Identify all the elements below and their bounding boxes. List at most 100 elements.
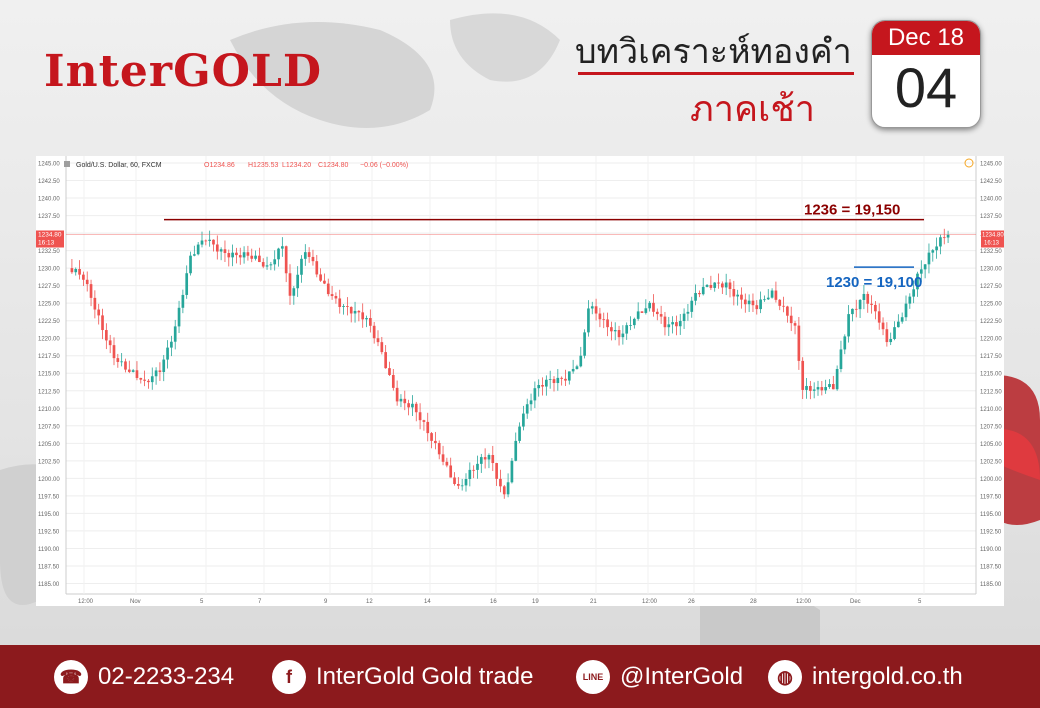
footer-facebook[interactable]: f InterGold Gold trade — [272, 660, 533, 694]
y-tick-label-left: 1215.00 — [38, 372, 60, 378]
candle-body — [946, 234, 950, 238]
candle-body — [361, 312, 365, 320]
y-tick-label-left: 1210.00 — [38, 407, 60, 413]
x-tick-label: 5 — [200, 599, 204, 605]
candle-body — [139, 377, 143, 380]
candle-body — [78, 268, 81, 275]
candle-body — [935, 246, 938, 251]
y-tick-label-left: 1195.00 — [38, 512, 60, 518]
candle-body — [556, 377, 560, 384]
candle-body — [598, 313, 602, 320]
y-tick-label-right: 1200.00 — [980, 477, 1002, 483]
y-tick-label-left: 1202.50 — [38, 459, 60, 465]
candle-body — [525, 404, 529, 414]
y-tick-label-left: 1232.50 — [38, 249, 60, 255]
candle-body — [150, 376, 154, 383]
y-tick-label-left: 1207.50 — [38, 424, 60, 430]
price-tag-left-price: 1234.80 — [38, 231, 62, 238]
x-tick-label: 21 — [590, 599, 597, 605]
candle-body — [575, 366, 579, 369]
candle-body — [621, 333, 625, 338]
symbol-label: Gold/U.S. Dollar, 60, FXCM — [76, 162, 162, 169]
candle-body — [617, 330, 621, 338]
ohlc-low: L1234.20 — [282, 162, 311, 169]
candle-body — [652, 302, 655, 312]
y-tick-label-left: 1212.50 — [38, 389, 60, 395]
candle-body — [522, 413, 525, 427]
info-icon[interactable] — [964, 158, 974, 168]
contact-footer — [0, 645, 1040, 708]
candle-body — [743, 299, 747, 305]
y-tick-label-right: 1210.00 — [980, 407, 1002, 413]
candle-body — [701, 286, 705, 295]
candle-body — [124, 361, 127, 370]
candle-body — [602, 319, 606, 321]
candle-body — [644, 308, 648, 313]
candle-body — [610, 327, 613, 332]
candle-body — [487, 455, 491, 460]
y-tick-label-right: 1217.50 — [980, 354, 1002, 360]
candle-body — [82, 274, 85, 280]
candle-body — [93, 297, 97, 310]
candle-body — [579, 355, 583, 367]
candle-body — [755, 305, 759, 310]
x-axis: 12:00 Nov 5 7 9 12 14 16 19 21 12:00 26 28 12:00 Dec 5 — [78, 599, 922, 605]
candle-body — [391, 374, 395, 388]
candle-body — [70, 268, 74, 273]
y-tick-label-left: 1225.00 — [38, 302, 60, 308]
candle-body — [384, 352, 387, 369]
candle-body — [307, 252, 311, 257]
candle-body — [365, 318, 368, 320]
candles — [70, 228, 950, 499]
y-tick-label-left: 1217.50 — [38, 354, 60, 360]
candle-body — [158, 370, 162, 373]
candle-body — [250, 255, 254, 259]
footer-line[interactable]: LINE @InterGold — [576, 660, 743, 694]
candle-body — [464, 479, 468, 486]
candle-body — [269, 264, 273, 266]
footer-website[interactable]: ◍ intergold.co.th — [768, 660, 963, 694]
x-tick-label: 12:00 — [642, 599, 658, 605]
candle-body — [177, 307, 181, 327]
candle-body — [495, 463, 498, 479]
candle-body — [560, 377, 563, 379]
x-tick-label: 9 — [324, 599, 328, 605]
candle-body — [131, 370, 135, 372]
candle-body — [678, 320, 682, 327]
x-tick-label: 12 — [366, 599, 373, 605]
candle-body — [847, 314, 850, 337]
candle-body — [690, 300, 694, 312]
candle-body — [858, 299, 862, 310]
y-tick-label-right: 1207.50 — [980, 424, 1002, 430]
candle-body — [774, 290, 778, 300]
y-tick-label-left: 1230.00 — [38, 267, 60, 273]
candle-body — [300, 258, 303, 275]
candle-body — [835, 369, 839, 390]
title-underline — [578, 72, 854, 75]
candle-body — [196, 244, 200, 255]
candle-body — [265, 265, 269, 267]
y-tick-label-left: 1227.50 — [38, 284, 60, 290]
candle-body — [414, 403, 418, 413]
candle-body — [319, 274, 322, 281]
y-tick-label-right: 1195.00 — [980, 512, 1002, 518]
candle-body — [349, 306, 353, 314]
candle-body — [809, 385, 812, 391]
candle-body — [916, 273, 919, 290]
footer-phone[interactable]: ☎ 02-2233-234 — [54, 660, 234, 694]
candle-body — [812, 389, 816, 391]
candle-body — [112, 345, 116, 359]
candle-body — [108, 340, 112, 346]
candle-body — [839, 349, 843, 370]
candle-body — [636, 311, 640, 319]
y-tick-label-right: 1202.50 — [980, 459, 1002, 465]
price-tag-right-time: 16:13 — [984, 240, 1000, 246]
y-tick-label-left: 1190.00 — [38, 547, 60, 553]
y-tick-label-right: 1237.50 — [980, 214, 1002, 220]
candle-body — [686, 311, 690, 314]
candle-body — [166, 347, 169, 360]
chart-grid — [65, 156, 977, 595]
x-tick-label: 26 — [688, 599, 695, 605]
candle-body — [120, 361, 123, 363]
x-tick-label: Dec — [850, 599, 861, 605]
